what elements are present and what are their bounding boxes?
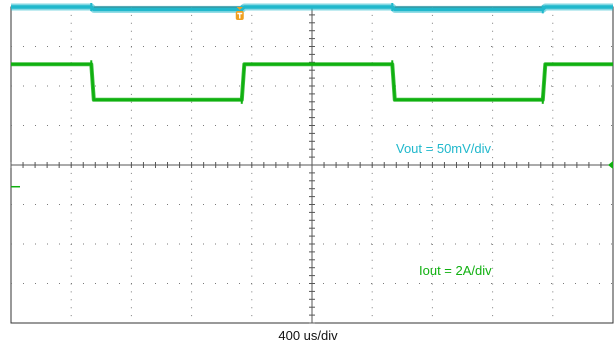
- trace-line-0: [11, 5, 613, 12]
- channel-offset-marker-icon: [608, 161, 613, 169]
- marker-layer: [11, 7, 613, 188]
- iout-trace-label: Iout = 2A/div: [419, 263, 492, 278]
- trigger-marker-glyph: [237, 12, 243, 19]
- vout-trace-label: Vout = 50mV/div: [396, 141, 492, 156]
- graticule: [10, 6, 614, 324]
- trigger-position-icon: [236, 7, 243, 10]
- trace-line-1: [11, 63, 613, 102]
- trace-layer: [11, 3, 613, 104]
- timebase-label: 400 us/div: [278, 328, 338, 343]
